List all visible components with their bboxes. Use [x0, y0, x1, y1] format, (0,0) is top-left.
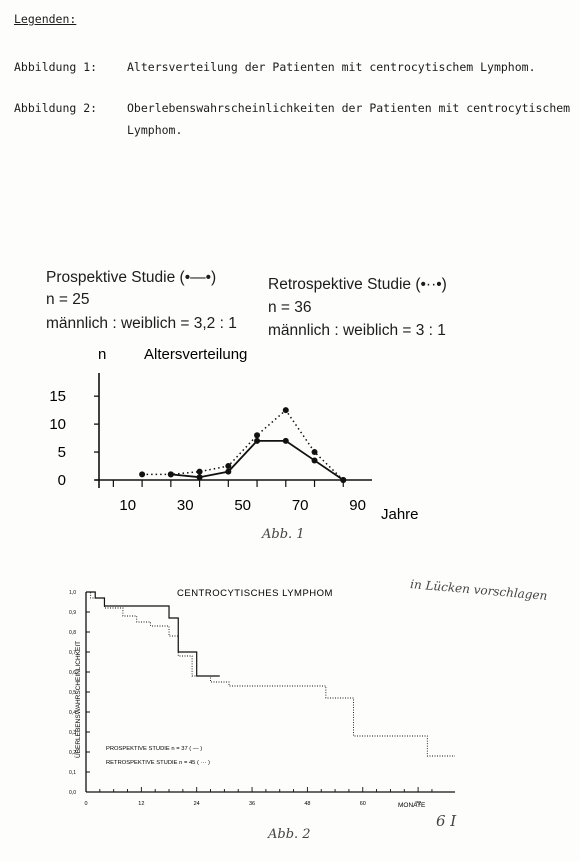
chart1-y-tick-label: 5	[58, 444, 66, 461]
chart1-point-prospective	[254, 437, 261, 444]
chart1-point-prospective	[282, 437, 289, 444]
chart1-point-retrospective	[282, 407, 289, 414]
page-number: 6 I	[436, 812, 457, 830]
chart1-point-retrospective	[196, 468, 203, 475]
chart2-y-tick-label: 1,0	[69, 590, 76, 596]
figure1-caption: Abb. 1	[262, 527, 305, 542]
chart2-x-tick-label: 60	[360, 801, 366, 807]
chart2-legend-retrospective: RETROSPEKTIVE STUDIE n = 45 ( ··· )	[106, 760, 210, 766]
chart2-x-tick-label: 72	[415, 801, 421, 807]
figure2-description-line1: Oberlebenswahrscheinlichkeiten der Patie…	[127, 101, 571, 115]
chart1-point-prospective	[196, 474, 203, 481]
chart2-x-tick-label: 48	[304, 801, 310, 807]
chart2-y-tick-label: 0,1	[69, 770, 76, 776]
chart1-point-retrospective	[340, 477, 347, 483]
chart1-point-prospective	[225, 468, 232, 475]
chart2-y-tick-label: 0,4	[69, 710, 76, 716]
figure2-description-line2: Lymphom.	[127, 123, 183, 137]
figure2-label: Abbildung 2:	[14, 101, 98, 115]
chart2-y-tick-label: 0,8	[69, 630, 76, 636]
chart1-point-retrospective	[311, 449, 318, 456]
chart1-y-tick-label: 10	[49, 416, 66, 433]
chart1-x-tick-label: 10	[119, 497, 136, 514]
chart2-y-tick-label: 0,9	[69, 610, 76, 616]
chart1-y-tick-label: 15	[49, 388, 66, 405]
chart2-x-tick-label: 0	[84, 801, 87, 807]
chart1-point-retrospective	[254, 432, 261, 439]
survival-chart: CENTROCYTISCHES LYMPHOM ÜBERLEBENSWAHRSC…	[69, 588, 455, 809]
prospective-study-n: n = 25	[46, 291, 90, 308]
chart1-xlabel: Jahre	[381, 506, 419, 523]
legend-heading: Legenden:	[14, 12, 77, 26]
chart1-point-prospective	[311, 457, 318, 464]
chart2-x-tick-label: 36	[249, 801, 255, 807]
chart2-x-tick-label: 24	[194, 801, 200, 807]
chart1-x-tick-label: 50	[234, 497, 251, 514]
chart1-x-tick-label: 70	[292, 497, 309, 514]
chart2-legend-prospective: PROSPEKTIVE STUDIE n = 37 ( — )	[106, 746, 202, 752]
retrospective-study-ratio: männlich : weiblich = 3 : 1	[268, 322, 446, 339]
chart2-series-prospective-line	[86, 591, 220, 677]
chart2-y-tick-label: 0,0	[69, 790, 76, 796]
chart2-series-retrospective-line	[86, 591, 455, 757]
chart2-y-tick-label: 0,6	[69, 670, 76, 676]
chart1-point-retrospective	[225, 463, 232, 470]
chart2-y-tick-label: 0,7	[69, 650, 76, 656]
prospective-study-title: Prospektive Studie (•—•)	[46, 269, 217, 286]
figure2-caption: Abb. 2	[268, 827, 311, 842]
chart2-y-tick-label: 0,2	[69, 750, 76, 756]
chart1-x-tick-label: 90	[349, 497, 366, 514]
retrospective-study-n: n = 36	[268, 299, 312, 316]
chart1-series-retrospective-line	[142, 409, 344, 481]
chart2-title: CENTROCYTISCHES LYMPHOM	[177, 588, 333, 599]
figure1-label: Abbildung 1:	[14, 60, 98, 74]
chart2-y-tick-label: 0,3	[69, 730, 76, 736]
chart2-x-tick-label: 12	[138, 801, 144, 807]
prospective-study-ratio: männlich : weiblich = 3,2 : 1	[46, 315, 237, 332]
chart1-ylabel: n	[98, 346, 106, 363]
chart1-title: Altersverteilung	[144, 346, 247, 363]
age-distribution-chart: n Altersverteilung 0 5 10 15 10 30 50 70 90 Jah…	[49, 346, 419, 523]
chart2-y-tick-label: 0,5	[69, 690, 76, 696]
chart1-point-retrospective	[139, 471, 146, 478]
chart1-point-retrospective	[167, 471, 174, 478]
chart2-xlabel: MONATE	[398, 802, 426, 809]
figure1-description: Altersverteilung der Patienten mit centr…	[127, 60, 536, 74]
chart1-x-tick-label: 30	[177, 497, 194, 514]
retrospective-study-title: Retrospektive Studie (•··•)	[268, 276, 447, 293]
chart2-ylabel: ÜBERLEBENSWAHRSCHEINLICHKEIT	[74, 641, 82, 758]
chart1-y-tick-label: 0	[58, 472, 66, 489]
